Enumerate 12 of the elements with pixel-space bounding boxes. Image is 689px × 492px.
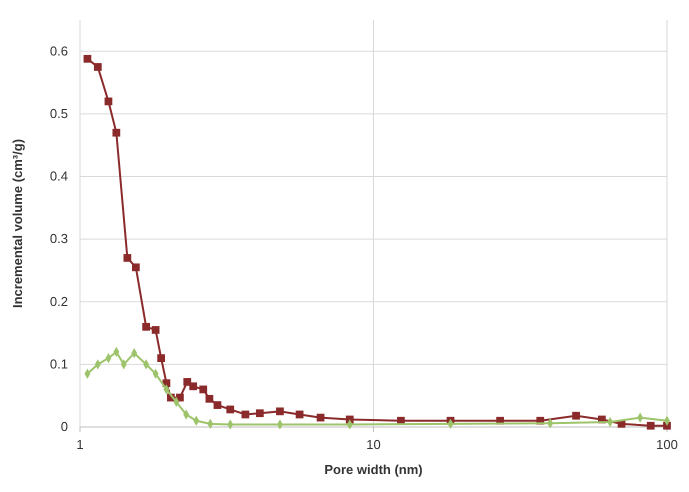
- y-tick-label: 0.2: [50, 294, 68, 309]
- y-tick-label: 0.3: [50, 231, 68, 246]
- y-tick-label: 0: [60, 419, 68, 434]
- y-tick-label: 0.4: [50, 168, 68, 184]
- y-tick-label: 0.1: [50, 356, 68, 372]
- x-tick-label: 1: [76, 437, 84, 452]
- x-tick-label: 10: [366, 437, 381, 452]
- y-tick-label: 0.6: [50, 43, 68, 58]
- x-tick-label: 100: [656, 437, 678, 452]
- y-axis-title: Incremental volume (cm³/g): [10, 138, 25, 308]
- x-axis-title: Pore width (nm): [324, 462, 423, 477]
- y-tick-label: 0.5: [50, 106, 68, 121]
